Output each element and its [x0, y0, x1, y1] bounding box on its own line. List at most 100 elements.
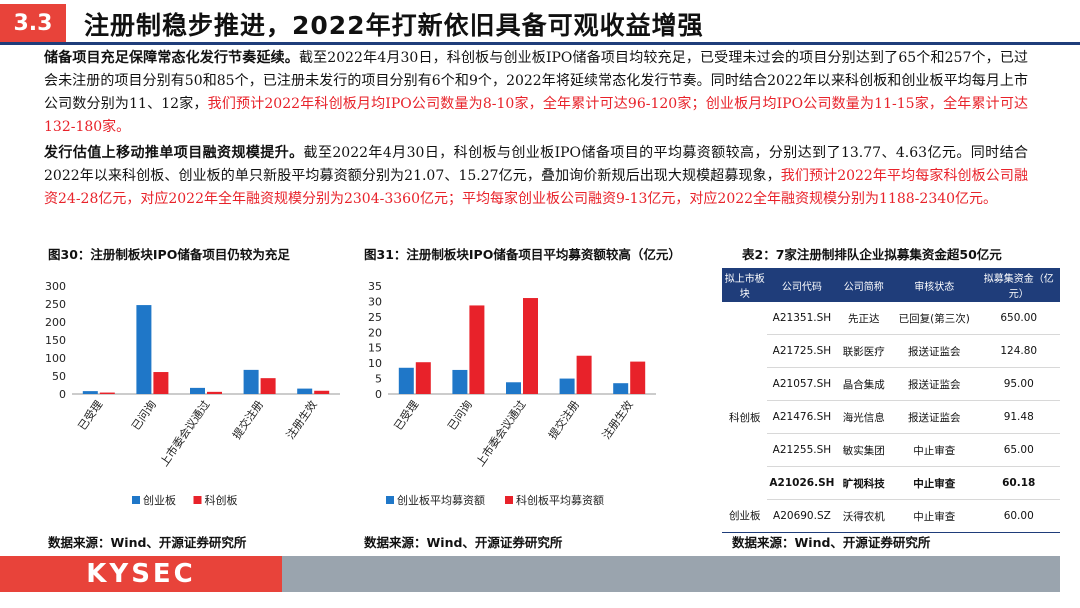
bar-series2 — [469, 305, 485, 394]
bar-series1 — [398, 367, 414, 394]
bar-series1 — [613, 383, 629, 394]
y-tick-label: 35 — [368, 280, 382, 293]
legend-label: 创业板 — [143, 493, 176, 507]
x-tick-label: 已问询 — [129, 398, 159, 432]
col-header: 拟上市板块 — [722, 268, 768, 302]
bar-series1 — [136, 305, 152, 394]
cell-amount: 65.00 — [977, 433, 1060, 467]
x-tick-label: 注册生效 — [599, 398, 636, 442]
table2: 拟上市板块 公司代码 公司简称 审核状态 拟募集资金（亿元） A21351.SH… — [722, 268, 1060, 533]
cell-name: 旷视科技 — [836, 466, 892, 500]
paragraph-reserve: 储备项目充足保障常态化发行节奏延续。截至2022年4月30日，科创板与创业板IP… — [44, 47, 1028, 139]
cell-board — [722, 302, 767, 335]
cell-board — [722, 434, 767, 467]
bar-series1 — [243, 369, 259, 394]
y-tick-label: 10 — [368, 357, 382, 370]
bar-series2 — [207, 391, 222, 394]
col-header: 公司代码 — [767, 268, 837, 302]
table-row: 科创板 A21476.SH 海光信息 报送证监会 91.48 — [722, 400, 1060, 434]
kysec-logo: KYSEC — [0, 556, 282, 592]
fig31-source: 数据来源：Wind、开源证券研究所 — [364, 535, 563, 550]
header-divider — [0, 42, 1080, 45]
legend-swatch — [505, 496, 513, 504]
legend-label: 科创板 — [205, 493, 238, 507]
y-tick-label: 150 — [45, 334, 66, 347]
table2-source: 数据来源：Wind、开源证券研究所 — [732, 535, 931, 550]
col-header: 拟募集资金（亿元） — [977, 268, 1060, 302]
table-header-row: 拟上市板块 公司代码 公司简称 审核状态 拟募集资金（亿元） — [722, 268, 1060, 302]
x-tick-label: 上市委会议通过 — [157, 398, 213, 469]
paragraph-body: 截至2022年4月30日，科创板与创业板IPO储备项目均较充足，已受理未过会的项… — [44, 50, 1029, 112]
fig30-source: 数据来源：Wind、开源证券研究所 — [48, 535, 247, 550]
x-tick-label: 提交注册 — [545, 398, 582, 442]
bar-series2 — [99, 392, 115, 394]
cell-status: 报送证监会 — [891, 334, 978, 368]
legend-swatch — [386, 496, 394, 504]
cell-name: 敏实集团 — [836, 433, 892, 467]
cell-code: A21725.SH — [767, 334, 837, 368]
y-tick-label: 25 — [368, 311, 382, 324]
cell-status: 中止审查 — [891, 499, 978, 533]
x-tick-label: 已受理 — [76, 398, 106, 432]
fig31-title: 图31：注册制板块IPO储备项目平均募资额较高（亿元） — [364, 247, 681, 262]
cell-amount: 60.00 — [977, 499, 1060, 533]
cell-code: A21351.SH — [767, 302, 837, 335]
x-tick-label: 上市委会议通过 — [473, 398, 529, 469]
cell-status: 报送证监会 — [891, 367, 978, 401]
cell-board — [722, 467, 767, 500]
bar-series1 — [506, 382, 521, 394]
bar-series2 — [314, 390, 330, 394]
paragraph-highlight: 我们预计2022年平均每家科创板公司融资24-28亿元，对应2022年全年融资规… — [44, 168, 1028, 207]
paragraph-body: 截至2022年4月30日，科创板与创业板IPO储备项目的平均募资额较高，分别达到… — [44, 145, 1029, 184]
table-row: A21255.SH 敏实集团 中止审查 65.00 — [722, 433, 1060, 467]
paragraph-lead: 发行估值上移动推单项目融资规模提升。 — [44, 145, 304, 161]
cell-amount: 60.18 — [977, 466, 1060, 500]
table-row: A21026.SH 旷视科技 中止审查 60.18 — [722, 466, 1060, 500]
x-tick-label: 已问询 — [445, 398, 475, 432]
cell-amount: 91.48 — [977, 400, 1060, 434]
cell-code: A20690.SZ — [767, 499, 837, 533]
col-header: 审核状态 — [891, 268, 978, 302]
cell-amount: 124.80 — [977, 334, 1060, 368]
bar-series1 — [559, 378, 575, 394]
page-title: 注册制稳步推进，2022年打新依旧具备可观收益增强 — [84, 11, 704, 40]
bar-series1 — [452, 369, 468, 394]
legend-swatch — [193, 496, 202, 504]
table-row: 创业板 A20690.SZ 沃得农机 中止审查 60.00 — [722, 499, 1060, 533]
cell-board — [722, 335, 767, 368]
table-row: A21057.SH 晶合集成 报送证监会 95.00 — [722, 367, 1060, 401]
cell-status: 中止审查 — [891, 433, 978, 467]
x-tick-label: 提交注册 — [229, 398, 266, 442]
legend-label: 科创板平均募资额 — [516, 493, 604, 507]
bar-series1 — [297, 388, 313, 394]
y-tick-label: 50 — [52, 370, 66, 383]
x-tick-label: 注册生效 — [283, 398, 320, 442]
bar-series2 — [260, 378, 276, 394]
cell-status: 已回复(第三次) — [891, 302, 978, 335]
y-tick-label: 100 — [45, 352, 66, 365]
bar-series2 — [576, 355, 592, 394]
cell-name: 联影医疗 — [836, 334, 892, 368]
col-header: 公司简称 — [836, 268, 892, 302]
cell-status: 中止审查 — [891, 466, 978, 500]
bar-series1 — [82, 391, 98, 394]
paragraph-financing: 发行估值上移动推单项目融资规模提升。截至2022年4月30日，科创板与创业板IP… — [44, 142, 1028, 211]
cell-code: A21026.SH — [767, 466, 837, 500]
bar-series2 — [153, 372, 169, 394]
bar-series1 — [190, 387, 205, 394]
table-row: A21351.SH 先正达 已回复(第三次) 650.00 — [722, 302, 1060, 335]
legend-swatch — [132, 496, 140, 504]
cell-code: A21057.SH — [767, 367, 837, 401]
x-tick-label: 已受理 — [392, 398, 422, 432]
cell-name: 晶合集成 — [836, 367, 892, 401]
bar-series2 — [415, 362, 431, 394]
cell-code: A21255.SH — [767, 433, 837, 467]
paragraph-highlight: 我们预计2022年科创板月均IPO公司数量为8-10家，全年累计可达96-120… — [44, 96, 1029, 135]
y-tick-label: 30 — [368, 295, 382, 308]
fig30-title: 图30：注册制板块IPO储备项目仍较为充足 — [48, 247, 290, 262]
y-tick-label: 20 — [368, 326, 382, 339]
y-tick-label: 200 — [45, 316, 66, 329]
table-row: A21725.SH 联影医疗 报送证监会 124.80 — [722, 334, 1060, 368]
